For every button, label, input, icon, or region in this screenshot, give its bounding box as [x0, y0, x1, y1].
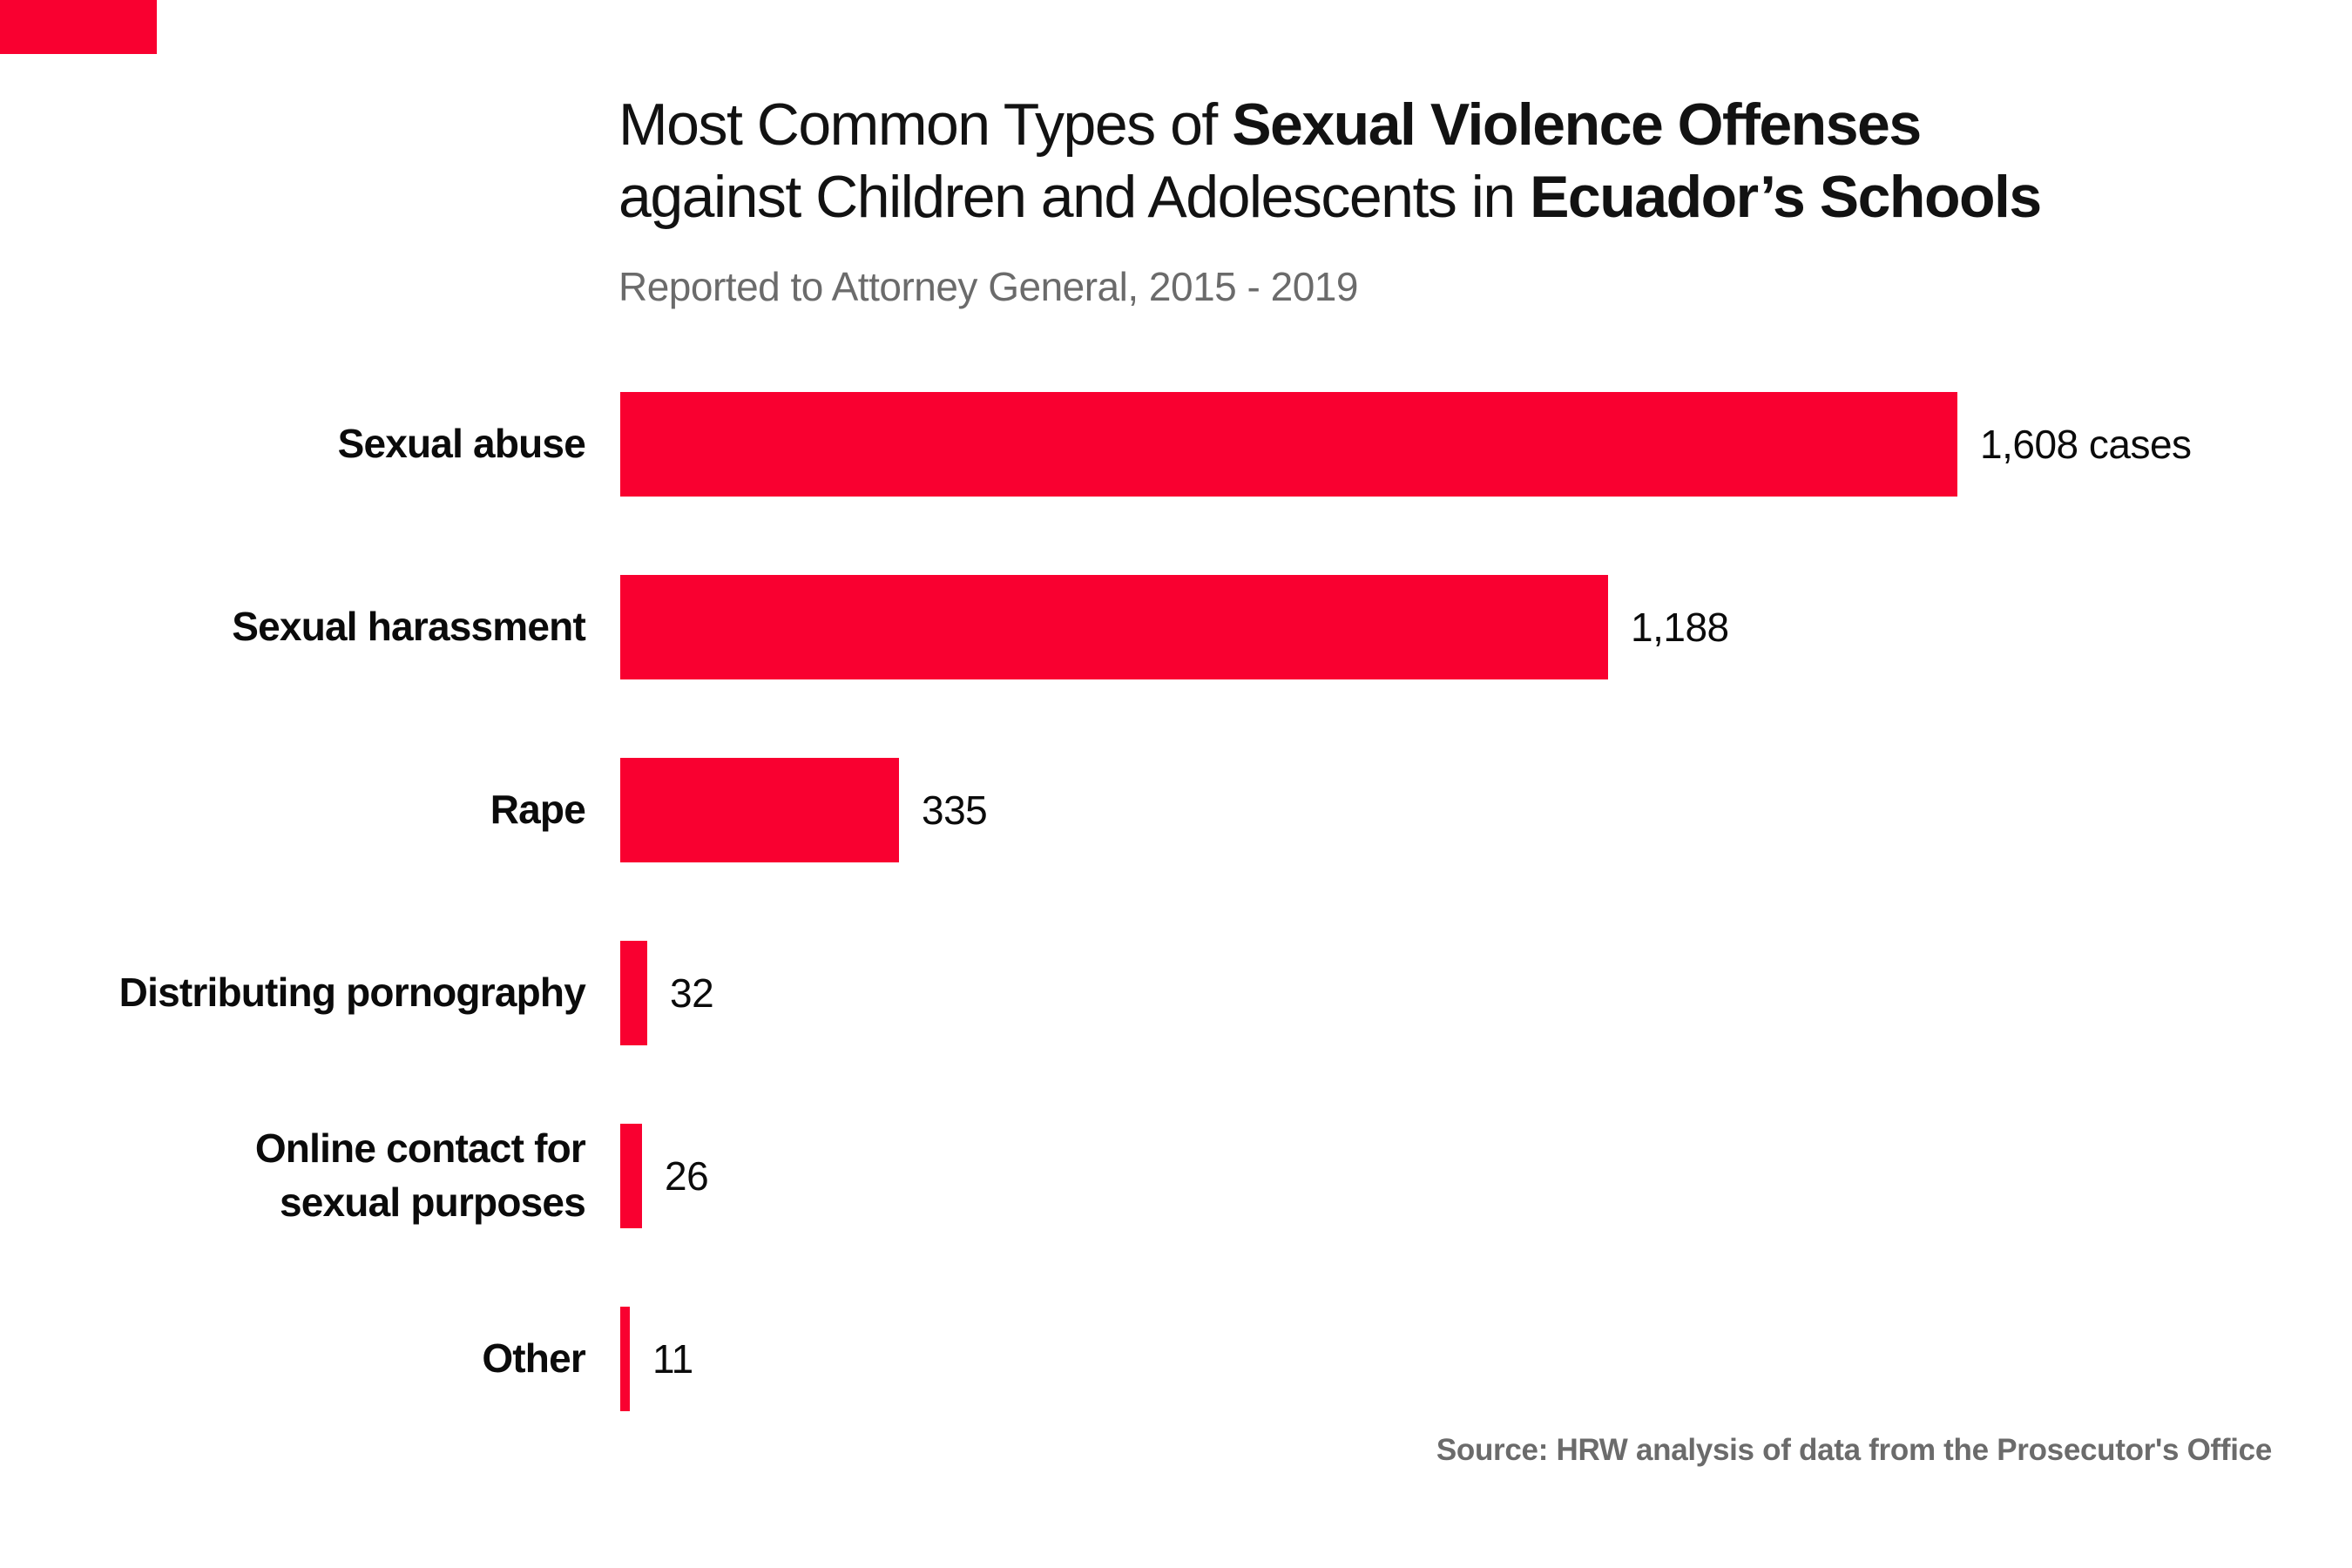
value-label: 26 [665, 1153, 709, 1199]
hrw-brand-block [0, 0, 157, 54]
bar [620, 1307, 630, 1411]
title-line-2-regular: against Children and Adolescents in [618, 164, 1531, 230]
chart-subtitle: Reported to Attorney General, 2015 - 201… [618, 264, 1358, 309]
value-label: 335 [922, 787, 988, 833]
bar-row: Sexual abuse 1,608 cases [0, 392, 2352, 497]
title-line-1-bold: Sexual Violence Offenses [1232, 91, 1922, 158]
category-label: Other [482, 1335, 585, 1382]
bar [620, 758, 899, 862]
title-line-2: against Children and Adolescents in Ecua… [618, 161, 2274, 233]
bar-row: Other 11 [0, 1307, 2352, 1411]
source-note: Source: HRW analysis of data from the Pr… [1436, 1433, 2272, 1467]
title-line-1-regular: Most Common Types of [618, 91, 1233, 158]
title-line-2-bold: Ecuador’s Schools [1530, 164, 2042, 230]
value-label: 32 [670, 970, 714, 1016]
bar-row: Distributing pornography 32 [0, 941, 2352, 1045]
page-title: Most Common Types of Sexual Violence Off… [618, 89, 2274, 233]
bar [620, 392, 1957, 497]
chart-header: Most Common Types of Sexual Violence Off… [618, 89, 2274, 309]
bar [620, 1124, 642, 1228]
bar [620, 941, 647, 1045]
bar [620, 575, 1608, 679]
value-label: 1,608 cases [1980, 422, 2192, 467]
category-label: Sexual abuse [337, 421, 586, 467]
value-label: 11 [652, 1336, 693, 1382]
category-label: Distributing pornography [118, 970, 586, 1016]
bar-row: Online contact for sexual purposes 26 [0, 1124, 2352, 1228]
value-label: 1,188 [1631, 605, 1729, 650]
title-line-1: Most Common Types of Sexual Violence Off… [618, 89, 2274, 161]
category-label: Online contact for sexual purposes [254, 1125, 586, 1225]
bar-row: Rape 335 [0, 758, 2352, 862]
bar-row: Sexual harassment 1,188 [0, 575, 2352, 679]
category-label: Sexual harassment [232, 604, 586, 650]
bar-chart: Sexual abuse 1,608 cases Sexual harassme… [0, 392, 2352, 1411]
category-label: Rape [490, 787, 586, 833]
